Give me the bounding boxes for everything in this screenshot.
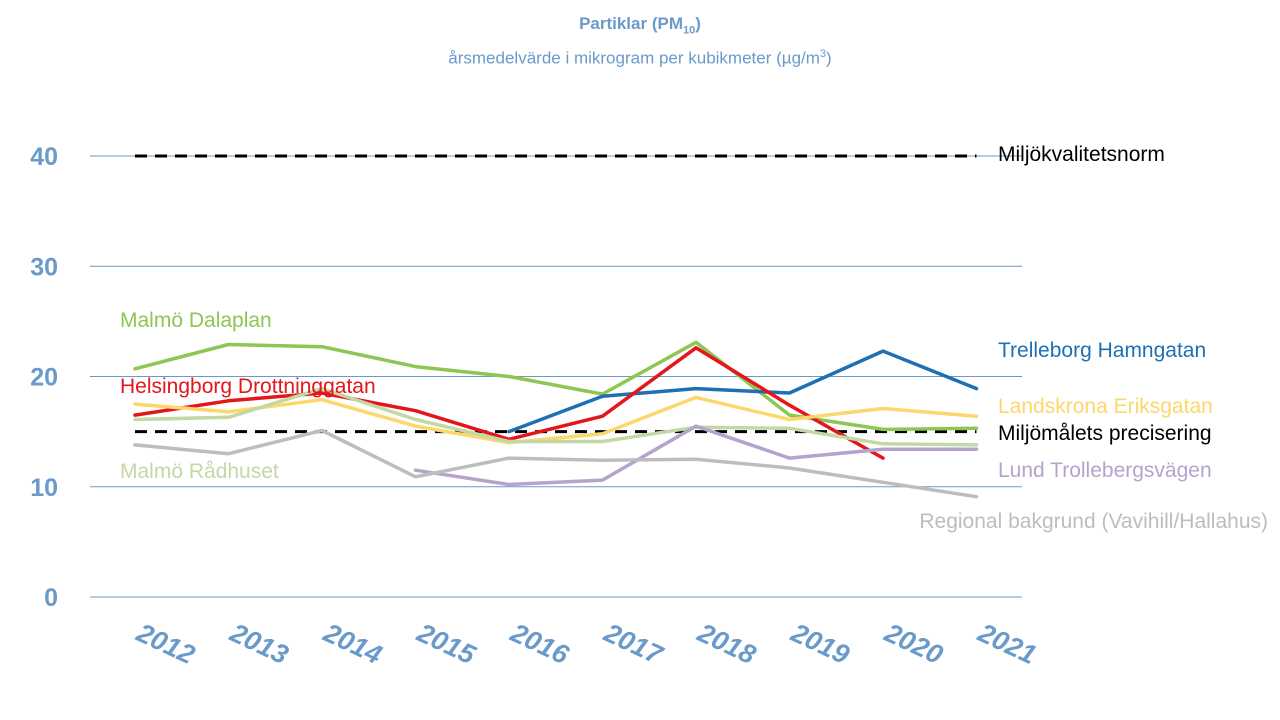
series-line-malmo-radhuset	[133, 386, 979, 447]
x-tick-label-2015: 2015	[412, 617, 481, 670]
series-line-landskrona-eriksgatan	[133, 395, 979, 445]
x-tick-label-2020: 2020	[879, 617, 947, 670]
series-line-lund-trollebergsvagen	[413, 424, 979, 487]
x-tick-label-2018: 2018	[692, 617, 760, 670]
y-tick-label-10: 10	[30, 474, 58, 502]
chart-title-subscript: 10	[683, 24, 696, 37]
y-tick-label-40: 40	[30, 143, 58, 171]
chart-title-text: Partiklar (PM	[579, 14, 683, 33]
series-label-trelleborg-hamngatan: Trelleborg Hamngatan	[998, 339, 1206, 362]
series-label-lund-trollebergsvagen: Lund Trollebergsvägen	[998, 459, 1212, 482]
x-tick-label-2013: 2013	[225, 617, 293, 670]
y-tick-label-30: 30	[30, 253, 58, 281]
x-axis-ticks: 2012 2013 2014 2015 2016 2017 2018 2019 2020 2021	[131, 617, 1041, 671]
y-tick-label-0: 0	[44, 584, 58, 612]
y-tick-label-20: 20	[30, 364, 58, 392]
chart-subtitle-text: årsmedelvärde i mikrogram per kubikmeter…	[448, 49, 820, 69]
chart-subtitle-superscript: 3	[819, 48, 827, 61]
series-line-trelleborg-hamngatan	[507, 349, 979, 434]
series-labels: Malmö Dalaplan Trelleborg Hamngatan Helsin…	[120, 143, 1268, 533]
x-tick-label-2021: 2021	[973, 617, 1041, 670]
reference-label-miljomalets-precisering: Miljömålets precisering	[998, 422, 1212, 445]
series-label-helsingborg-drottninggatan: Helsingborg Drottninggatan	[120, 375, 376, 398]
x-tick-label-2017: 2017	[599, 617, 669, 671]
series-label-regional-bakgrund-vavihill-hallahus: Regional bakgrund (Vavihill/Hallahus)	[919, 510, 1268, 533]
x-tick-label-2019: 2019	[786, 617, 854, 670]
series-line-helsingborg-drottninggatan	[133, 346, 885, 460]
chart-title-end: )	[695, 14, 701, 33]
series-line-regional-bakgrund-vavihill-hallahus	[133, 428, 979, 499]
x-tick-label-2014: 2014	[318, 617, 386, 670]
x-tick-label-2012: 2012	[131, 617, 199, 670]
series-label-malmo-dalaplan: Malmö Dalaplan	[120, 309, 272, 332]
x-tick-label-2016: 2016	[505, 617, 574, 670]
chart-title-block: Partiklar (PM10) årsmedelvärde i mikrogr…	[0, 12, 1280, 71]
chart-subtitle-end: )	[826, 49, 832, 69]
chart-subtitle: årsmedelvärde i mikrogram per kubikmeter…	[0, 42, 1280, 71]
series-line-malmo-dalaplan	[133, 340, 979, 432]
y-axis-ticks: 0 10 20 30 40	[30, 143, 58, 612]
chart-title: Partiklar (PM10)	[0, 12, 1280, 42]
series-label-landskrona-eriksgatan: Landskrona Eriksgatan	[998, 395, 1213, 418]
reference-label-miljokvalitetsnorm: Miljökvalitetsnorm	[998, 143, 1165, 166]
series-label-malmo-radhuset: Malmö Rådhuset	[120, 460, 279, 483]
series-lines	[133, 340, 979, 499]
